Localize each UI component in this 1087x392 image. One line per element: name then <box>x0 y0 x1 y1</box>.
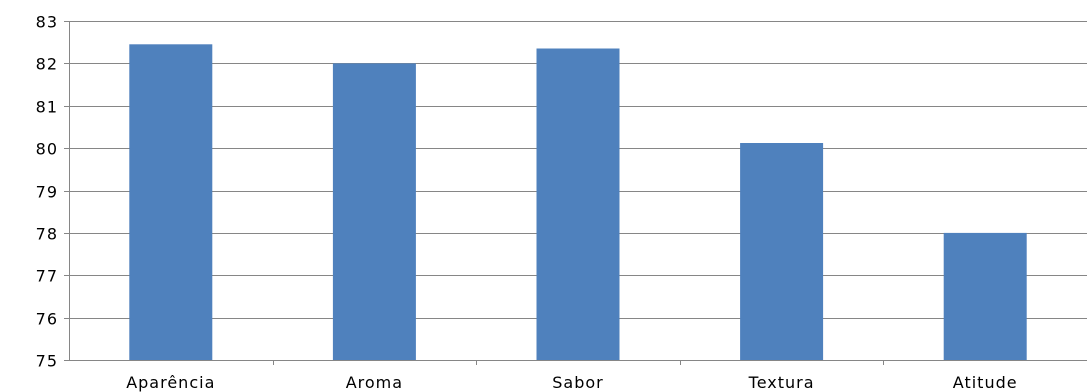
y-tick-labels: 75 76 77 78 79 80 81 82 83 <box>36 13 58 371</box>
y-tick-label: 76 <box>36 310 58 329</box>
bar-sabor <box>536 48 620 360</box>
y-tick-label: 82 <box>36 55 58 74</box>
y-tick-label: 81 <box>36 98 58 117</box>
y-tick-label: 75 <box>36 352 58 371</box>
y-tick-label: 83 <box>36 13 58 32</box>
bar-aparência <box>129 44 213 361</box>
x-tick-label: Sabor <box>552 373 603 392</box>
y-tick-label: 80 <box>36 140 58 159</box>
bar-aroma <box>332 63 416 361</box>
x-tick-label: Textura <box>748 373 815 392</box>
y-tick-label: 78 <box>36 225 58 244</box>
x-tick-label: Aroma <box>346 373 403 392</box>
bars <box>129 44 1027 361</box>
axes <box>64 21 1087 365</box>
x-tick-label: Atitude <box>953 373 1018 392</box>
x-tick-labels: Aparência Aroma Sabor Textura Atitude <box>126 373 1018 392</box>
x-tick-label: Aparência <box>126 373 215 392</box>
y-tick-label: 77 <box>36 267 58 286</box>
y-tick-label: 79 <box>36 183 58 202</box>
bar-textura <box>740 143 824 360</box>
bar-atitude <box>943 232 1027 360</box>
